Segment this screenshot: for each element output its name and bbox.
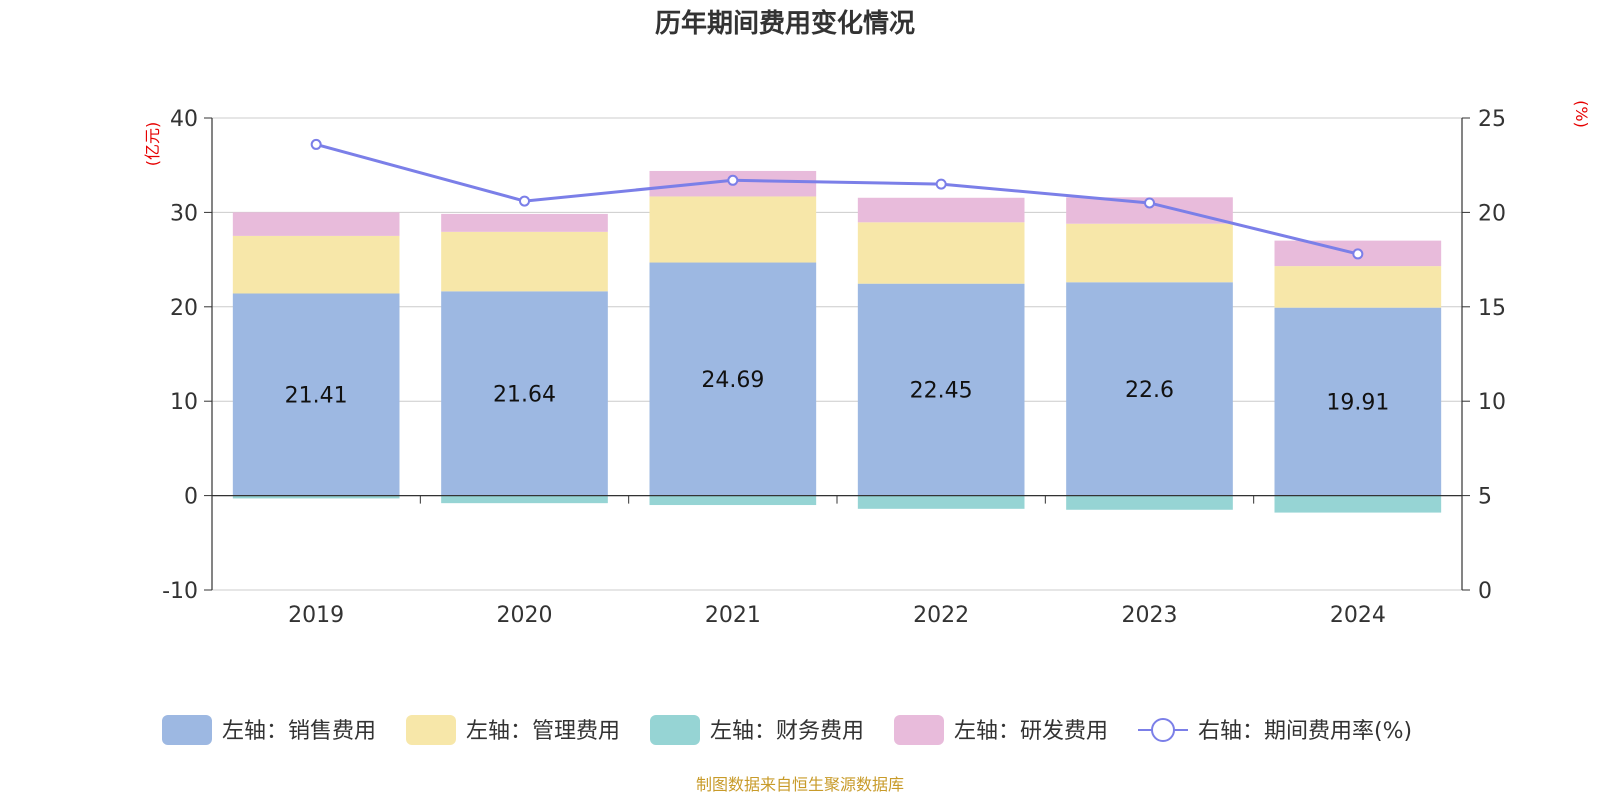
rate-point-2023 [1144, 197, 1155, 209]
bar-2022-s3 [857, 197, 1025, 223]
bar-2019-s2 [232, 495, 400, 499]
legend-swatch-3 [894, 715, 944, 745]
left-tick-label: 0 [184, 485, 198, 510]
left-tick-label: -10 [162, 579, 198, 604]
x-tick-label: 2021 [705, 603, 761, 628]
legend-line-marker [1151, 718, 1175, 742]
bar-2020-s1 [441, 231, 608, 292]
bar-2020-s2 [441, 495, 608, 504]
left-tick-label: 40 [170, 107, 198, 132]
rate-point-2022 [935, 178, 947, 190]
bar-label-2022: 22.45 [910, 379, 973, 404]
axes: -10 0 10 20 30 40 0 5 10 15 20 25 2019 2020 2021 2022 20… [162, 107, 1506, 628]
bar-2024-s1 [1274, 266, 1442, 308]
legend-label-0: 左轴：销售费用 [222, 719, 376, 744]
right-tick-label: 20 [1478, 201, 1506, 226]
bar-label-2024: 19.91 [1326, 391, 1389, 416]
right-axis-unit: (%) [1572, 100, 1591, 128]
legend-swatch-1 [406, 715, 456, 745]
bar-2021-s2 [649, 495, 817, 506]
rate-point-2019 [310, 138, 322, 150]
left-axis-unit: (亿元) [143, 122, 162, 167]
rate-line [310, 138, 1364, 260]
bar-2019-s3 [232, 212, 400, 236]
rate-point-2021 [727, 174, 739, 186]
bar-2023-s2 [1066, 495, 1233, 510]
left-tick-label: 10 [170, 390, 198, 415]
rate-point-2020 [519, 195, 530, 207]
bar-label-2019: 21.41 [285, 384, 348, 409]
right-tick-label: 25 [1478, 107, 1506, 132]
rate-line-path [315, 142, 1359, 256]
legend: 左轴：销售费用 左轴：管理费用 左轴：财务费用 左轴：研发费用 右轴：期间费用率(%) [162, 715, 1412, 745]
bar-label-2021: 24.69 [701, 368, 764, 393]
bar-label-2023: 22.6 [1125, 378, 1174, 403]
legend-swatch-0 [162, 715, 212, 745]
bar-2024-s0 [1274, 307, 1442, 496]
bar-2019-s0 [232, 293, 400, 496]
legend-label-1: 左轴：管理费用 [466, 719, 620, 744]
legend-label-4: 右轴：期间费用率(%) [1198, 719, 1412, 744]
bar-2020-s3 [441, 213, 608, 232]
bar-2022-s2 [857, 495, 1025, 509]
x-tick-label: 2024 [1330, 603, 1386, 628]
right-tick-label: 15 [1478, 296, 1506, 321]
bar-2021-s1 [649, 196, 817, 263]
bar-2024-s2 [1274, 495, 1442, 513]
bar-2019-s1 [232, 235, 400, 294]
bar-2022-s1 [857, 222, 1025, 284]
source-note: 制图数据来自恒生聚源数据库 [696, 775, 904, 794]
x-tick-label: 2019 [288, 603, 344, 628]
x-tick-label: 2023 [1122, 603, 1178, 628]
bar-2022-s0 [857, 283, 1025, 496]
bar-2023-s1 [1066, 223, 1233, 283]
legend-label-3: 左轴：研发费用 [954, 719, 1108, 744]
rate-point-2024 [1352, 248, 1364, 260]
legend-label-2: 左轴：财务费用 [710, 719, 864, 744]
bars: 21.41 21.64 24.69 22.45 22.6 19.91 [232, 170, 1442, 513]
x-tick-label: 2020 [497, 603, 553, 628]
bar-label-2020: 21.64 [493, 382, 556, 407]
left-tick-label: 20 [170, 296, 198, 321]
right-tick-label: 5 [1478, 485, 1492, 510]
bar-2020-s0 [441, 291, 608, 496]
bar-2021-s0 [649, 262, 817, 496]
chart-title: 历年期间费用变化情况 [655, 8, 915, 39]
right-tick-label: 10 [1478, 390, 1506, 415]
right-tick-label: 0 [1478, 579, 1492, 604]
bar-2023-s0 [1066, 282, 1233, 496]
x-tick-label: 2022 [913, 603, 969, 628]
legend-swatch-2 [650, 715, 700, 745]
left-tick-label: 30 [170, 201, 198, 226]
